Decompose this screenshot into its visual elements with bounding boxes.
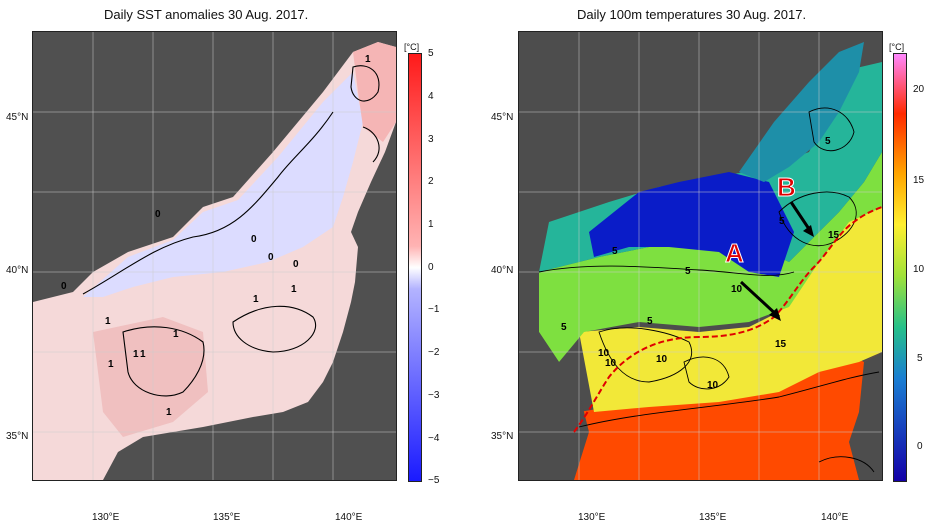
temperature-contour-labels: 5 5 5 5 5 5 10 10 10 10 10 15 15 20 [561,136,840,391]
sst-anomaly-svg: 1 0 0 0 0 0 1 1 1 1 1 1 1 1 [33,32,396,480]
left-lon-label-130: 130°E [92,512,120,523]
contour-label: 0 [268,252,274,263]
left-lon-label-135: 135°E [213,512,241,523]
yellow-zone [579,207,882,412]
current-path-red [573,206,882,433]
left-lat-label-35: 35°N [6,431,29,442]
left-colorbar-tick: −2 [428,347,440,358]
left-colorbar-tick: −1 [428,304,440,315]
contour-label: 10 [605,358,617,369]
contour-label: 1 [291,284,297,295]
anomaly-contour-labels: 1 0 0 0 0 0 1 1 1 1 1 1 1 1 [61,54,371,418]
right-lon-label-140: 140°E [821,512,849,523]
left-colorbar-unit: [°C] [404,42,420,52]
temperature-contours [538,107,880,473]
contour-label: 1 [105,316,111,327]
left-lat-label-40: 40°N [6,265,29,276]
cool-anomaly-zone [83,72,363,297]
anomaly-contours [82,65,380,397]
cold-zone [589,172,794,277]
contour-label: 1 [133,349,139,360]
left-map-title: Daily SST anomalies 30 Aug. 2017. [104,7,309,22]
contour-label: 5 [779,216,785,227]
contour-label: 1 [140,349,146,360]
grid-lines [33,32,396,480]
left-colorbar-tick: 4 [428,91,434,102]
annotation-arrow-b [789,201,814,237]
annotation-label-b: B [777,172,796,202]
contour-label: 10 [656,354,668,365]
right-lat-label-35: 35°N [491,431,514,442]
contour-label: 10 [731,284,743,295]
contour-label: 1 [253,294,259,305]
contour-label: 5 [612,246,618,257]
contour-label: 15 [775,339,787,350]
contour-label: 10 [707,380,719,391]
contour-label: 10 [598,348,610,359]
contour-label: 5 [561,322,567,333]
green-zone [539,152,882,362]
temperature-colorbar [893,53,907,482]
right-colorbar-tick: 0 [917,441,923,452]
left-colorbar-tick: −5 [428,475,440,486]
right-lon-label-135: 135°E [699,512,727,523]
annotation-arrow-a [739,280,781,321]
sst-anomaly-colorbar [408,53,422,482]
contour-label: 0 [293,259,299,270]
contour-label: 0 [155,209,161,220]
contour-label: 1 [108,359,114,370]
left-lat-label-45: 45°N [6,112,29,123]
right-colorbar-unit: [°C] [889,42,905,52]
warm-anomaly-zone [353,42,396,142]
temp-100m-svg: A B 5 5 5 5 5 5 10 10 10 10 10 15 15 20 [519,32,882,480]
left-colorbar-tick: 0 [428,262,434,273]
contour-label: 0 [251,234,257,245]
contour-label: 0 [61,281,67,292]
contour-label: 5 [647,316,653,327]
right-map-title: Daily 100m temperatures 30 Aug. 2017. [577,7,807,22]
right-colorbar-tick: 10 [913,264,925,275]
warm-anomaly-zone-south [93,317,208,437]
grid-lines [519,32,882,480]
annotation-label-a: A [725,238,744,268]
temp-100m-map: A B 5 5 5 5 5 5 10 10 10 10 10 15 15 20 [518,31,883,481]
right-colorbar-tick: 20 [913,84,925,95]
right-colorbar-tick: 15 [913,175,925,186]
contour-label: 5 [825,136,831,147]
left-colorbar-tick: 1 [428,219,434,230]
korea-peninsula-land [519,302,589,480]
left-colorbar-tick: 3 [428,134,434,145]
right-colorbar-tick: 5 [917,353,923,364]
contour-label: 1 [365,54,371,65]
contour-label: 5 [685,266,691,277]
right-lat-label-40: 40°N [491,265,514,276]
land-mass-east [849,352,882,480]
left-lon-label-140: 140°E [335,512,363,523]
right-lon-label-130: 130°E [578,512,606,523]
contour-label: 15 [828,230,840,241]
contour-label: 1 [173,329,179,340]
left-colorbar-tick: −4 [428,433,440,444]
sst-anomaly-map: 1 0 0 0 0 0 1 1 1 1 1 1 1 1 [32,31,397,481]
contour-label: 1 [166,407,172,418]
left-colorbar-tick: −3 [428,390,440,401]
left-colorbar-tick: 5 [428,48,434,59]
right-lat-label-45: 45°N [491,112,514,123]
left-colorbar-tick: 2 [428,176,434,187]
